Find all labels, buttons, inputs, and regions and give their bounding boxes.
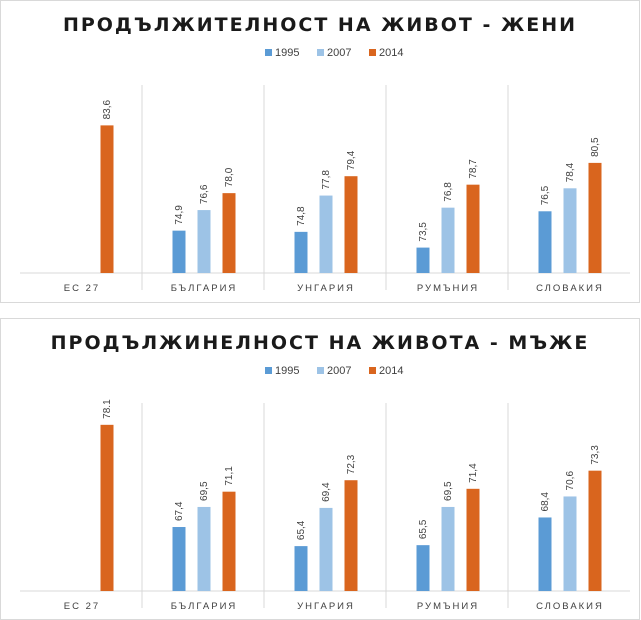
women-x-tick-label: ЕС 27 — [64, 283, 100, 294]
women-x-tick-label: РУМЪНИЯ — [417, 283, 479, 294]
men-data-label-2007: 69,5 — [443, 481, 454, 501]
men-x-tick-label: БЪЛГАРИЯ — [171, 601, 238, 612]
women-bar-2014 — [344, 176, 358, 273]
men-bar-2014 — [588, 470, 602, 591]
women-data-label-2007: 77,8 — [321, 170, 332, 190]
women-bar-2014 — [100, 125, 114, 273]
men-data-label-2007: 69,5 — [199, 481, 210, 501]
women-chart-panel: ПРОДЪЛЖИТЕЛНОСТ НА ЖИВОТ - ЖЕНИ 1995 2007 2… — [0, 0, 640, 303]
men-data-label-1995: 68,4 — [540, 492, 551, 512]
men-chart-panel: ПРОДЪЛЖИНЕЛНОСТ НА ЖИВОТА - МЪЖЕ 1995 2007… — [0, 318, 640, 620]
women-legend-swatch-2007 — [317, 49, 324, 56]
women-chart-title: ПРОДЪЛЖИТЕЛНОСТ НА ЖИВОТ - ЖЕНИ — [63, 14, 577, 36]
women-bar-2007 — [563, 188, 577, 273]
men-bar-2014 — [344, 480, 358, 591]
women-bar-2007 — [441, 207, 455, 273]
men-data-label-1995: 67,4 — [174, 501, 185, 521]
men-bar-2007 — [319, 507, 333, 591]
women-bar-1995 — [538, 211, 552, 273]
men-data-label-2014: 73,3 — [590, 445, 601, 465]
men-bar-2014 — [466, 488, 480, 591]
women-data-label-2014: 78,0 — [224, 167, 235, 187]
women-legend-label-1995: 1995 — [275, 47, 299, 59]
men-life-expectancy-chart: ПРОДЪЛЖИНЕЛНОСТ НА ЖИВОТА - МЪЖЕ 1995 2007… — [20, 332, 630, 612]
women-bar-2007 — [319, 195, 333, 273]
men-bar-1995 — [172, 527, 186, 591]
men-data-label-2007: 69,4 — [321, 482, 332, 502]
men-data-label-2014: 71,4 — [468, 463, 479, 483]
women-data-label-1995: 73,5 — [418, 222, 429, 242]
women-bar-2014 — [466, 184, 480, 273]
women-legend-label-2007: 2007 — [327, 47, 351, 59]
women-data-label-1995: 74,8 — [296, 206, 307, 226]
women-legend-swatch-1995 — [265, 49, 272, 56]
women-legend-swatch-2014 — [369, 49, 376, 56]
women-bar-2007 — [197, 210, 211, 273]
men-legend-swatch-2014 — [369, 367, 376, 374]
men-data-label-1995: 65,5 — [418, 519, 429, 539]
women-x-tick-label: УНГАРИЯ — [297, 283, 355, 294]
women-data-label-2007: 78,4 — [565, 162, 576, 182]
women-x-tick-label: БЪЛГАРИЯ — [171, 283, 238, 294]
men-legend-label-2007: 2007 — [327, 365, 351, 377]
women-bar-1995 — [294, 231, 308, 273]
women-bar-2014 — [588, 162, 602, 273]
men-legend-swatch-1995 — [265, 367, 272, 374]
women-data-label-1995: 76,5 — [540, 185, 551, 205]
women-legend-label-2014: 2014 — [379, 47, 403, 59]
men-x-tick-label: УНГАРИЯ — [297, 601, 355, 612]
men-data-label-2014: 72,3 — [346, 454, 357, 474]
men-bar-2007 — [441, 506, 455, 591]
men-x-tick-label: ЕС 27 — [64, 601, 100, 612]
women-bar-1995 — [416, 247, 430, 273]
men-x-tick-label: СЛОВАКИЯ — [536, 601, 604, 612]
men-legend-label-2014: 2014 — [379, 365, 403, 377]
women-data-label-2014: 79,4 — [346, 150, 357, 170]
men-bar-2014 — [100, 424, 114, 591]
women-data-label-2014: 80,5 — [590, 137, 601, 157]
men-data-label-2007: 70,6 — [565, 471, 576, 491]
men-chart-title: ПРОДЪЛЖИНЕЛНОСТ НА ЖИВОТА - МЪЖЕ — [51, 332, 590, 354]
women-data-label-2007: 76,6 — [199, 184, 210, 204]
men-bar-2007 — [563, 496, 577, 591]
men-data-label-1995: 65,4 — [296, 520, 307, 540]
women-data-label-2014: 78,7 — [468, 159, 479, 179]
men-data-label-2014: 78.1 — [102, 399, 113, 419]
men-bar-1995 — [416, 545, 430, 591]
women-x-tick-label: СЛОВАКИЯ — [536, 283, 604, 294]
men-legend-label-1995: 1995 — [275, 365, 299, 377]
women-life-expectancy-chart: ПРОДЪЛЖИТЕЛНОСТ НА ЖИВОТ - ЖЕНИ 1995 2007 2… — [20, 14, 630, 294]
women-data-label-2014: 83,6 — [102, 99, 113, 119]
women-bar-1995 — [172, 230, 186, 273]
men-bar-2014 — [222, 491, 236, 591]
women-bar-2014 — [222, 193, 236, 273]
men-x-tick-label: РУМЪНИЯ — [417, 601, 479, 612]
women-data-label-2007: 76,8 — [443, 182, 454, 202]
men-bar-2007 — [197, 506, 211, 591]
men-legend-swatch-2007 — [317, 367, 324, 374]
men-data-label-2014: 71,1 — [224, 466, 235, 486]
women-data-label-1995: 74,9 — [174, 205, 185, 225]
men-bar-1995 — [294, 546, 308, 591]
men-bar-1995 — [538, 517, 552, 591]
